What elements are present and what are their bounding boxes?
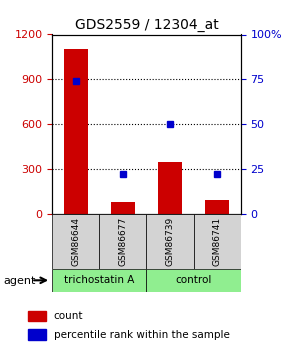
- FancyBboxPatch shape: [99, 214, 146, 269]
- Text: GSM86741: GSM86741: [213, 217, 222, 266]
- Text: control: control: [175, 275, 212, 285]
- FancyBboxPatch shape: [194, 214, 241, 269]
- FancyBboxPatch shape: [146, 269, 241, 292]
- Text: trichostatin A: trichostatin A: [64, 275, 135, 285]
- Text: GSM86677: GSM86677: [118, 217, 127, 266]
- Bar: [111, 202, 135, 214]
- Text: GSM86644: GSM86644: [71, 217, 80, 266]
- Bar: [64, 49, 88, 214]
- Text: GSM86739: GSM86739: [166, 217, 175, 266]
- Text: count: count: [54, 311, 83, 321]
- Bar: [28, 310, 46, 321]
- FancyBboxPatch shape: [52, 269, 146, 292]
- Bar: [205, 200, 229, 214]
- FancyBboxPatch shape: [146, 214, 194, 269]
- Title: GDS2559 / 12304_at: GDS2559 / 12304_at: [75, 18, 218, 32]
- Bar: [158, 161, 182, 214]
- Text: percentile rank within the sample: percentile rank within the sample: [54, 330, 229, 339]
- FancyBboxPatch shape: [52, 214, 99, 269]
- Bar: [28, 329, 46, 340]
- Text: agent: agent: [3, 276, 35, 286]
